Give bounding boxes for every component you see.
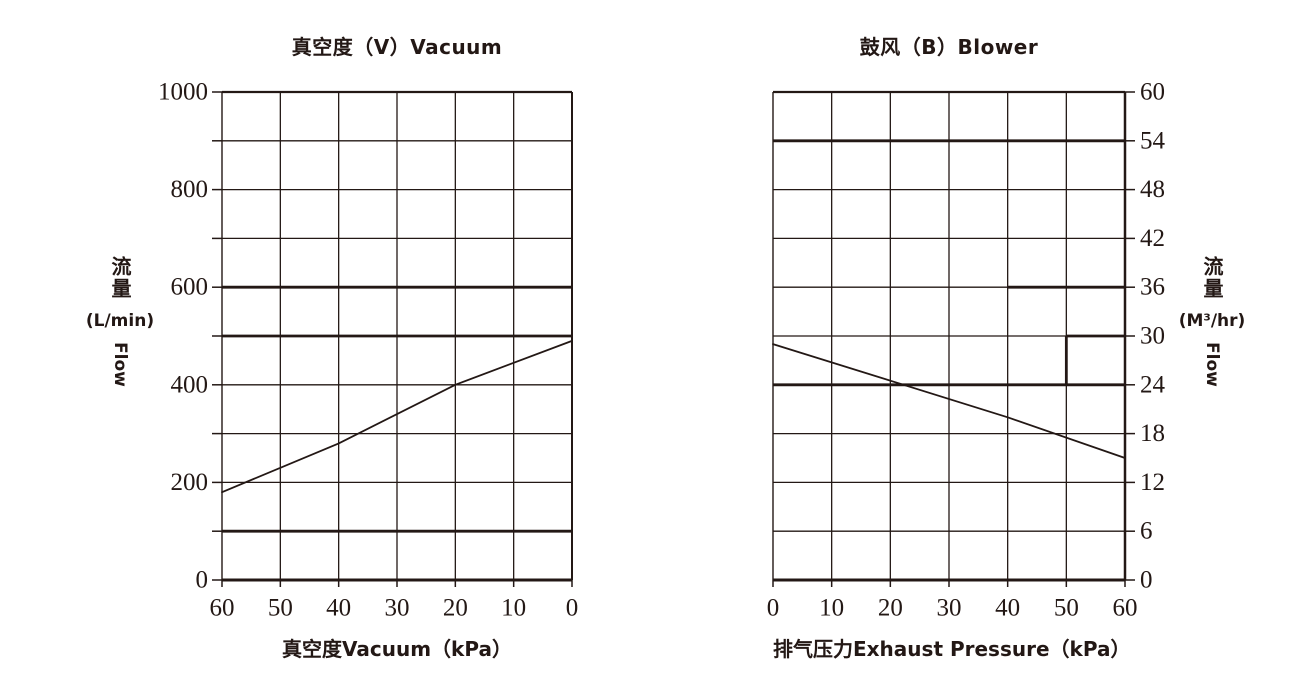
blower-y-label-cn: 流量 [1200, 256, 1224, 300]
x-tick-label: 0 [767, 595, 780, 622]
blower-y-label-en: Flow [1202, 342, 1222, 387]
y-tick-label: 24 [1140, 371, 1166, 398]
y-tick-label: 400 [171, 371, 209, 398]
y-tick-label: 42 [1140, 225, 1165, 252]
x-tick-label: 40 [995, 595, 1020, 622]
y-tick-label: 800 [171, 176, 209, 203]
y-tick-label: 600 [171, 274, 209, 301]
y-tick-label: 6 [1140, 518, 1153, 545]
y-tick-label: 48 [1140, 176, 1165, 203]
x-tick-label: 60 [210, 595, 235, 622]
y-tick-label: 0 [1140, 567, 1153, 594]
vacuum-chart-title: 真空度（V）Vacuum [291, 35, 503, 59]
vacuum-flow-curve [221, 339, 573, 494]
x-tick-label: 30 [385, 595, 410, 622]
x-tick-label: 10 [501, 595, 526, 622]
vacuum-y-label-cn: 流量 [108, 256, 132, 300]
vacuum-y-label-unit: (L/min) [85, 311, 155, 331]
x-tick-label: 20 [443, 595, 468, 622]
y-tick-label: 1000 [158, 79, 208, 106]
y-tick-label: 36 [1140, 274, 1165, 301]
vacuum-y-label-en: Flow [110, 342, 130, 387]
x-tick-label: 10 [819, 595, 844, 622]
y-tick-label: 18 [1140, 420, 1165, 447]
y-tick-label: 60 [1140, 79, 1165, 106]
vacuum-y-axis-label: 流量 (L/min) Flow [68, 256, 172, 387]
x-tick-label: 0 [566, 595, 579, 622]
blower-chart-title: 鼓风（B）Blower [859, 35, 1039, 59]
x-tick-label: 30 [937, 595, 962, 622]
y-tick-label: 200 [171, 469, 209, 496]
blower-y-axis-label: 流量 (M³/hr) Flow [1160, 256, 1264, 387]
x-tick-label: 50 [1054, 595, 1079, 622]
y-tick-label: 54 [1140, 127, 1166, 154]
x-tick-label: 60 [1113, 595, 1138, 622]
x-tick-label: 40 [326, 595, 351, 622]
blower-y-label-unit: (M³/hr) [1178, 311, 1246, 331]
x-tick-label: 50 [268, 595, 293, 622]
blower-flow-curve [772, 343, 1126, 459]
y-tick-label: 0 [196, 567, 209, 594]
blower-x-axis-label: 排气压力Exhaust Pressure（kPa） [773, 637, 1131, 661]
y-tick-label: 12 [1140, 469, 1165, 496]
vacuum-x-axis-label: 真空度Vacuum（kPa） [282, 637, 512, 661]
y-tick-label: 30 [1140, 323, 1165, 350]
x-tick-label: 20 [878, 595, 903, 622]
